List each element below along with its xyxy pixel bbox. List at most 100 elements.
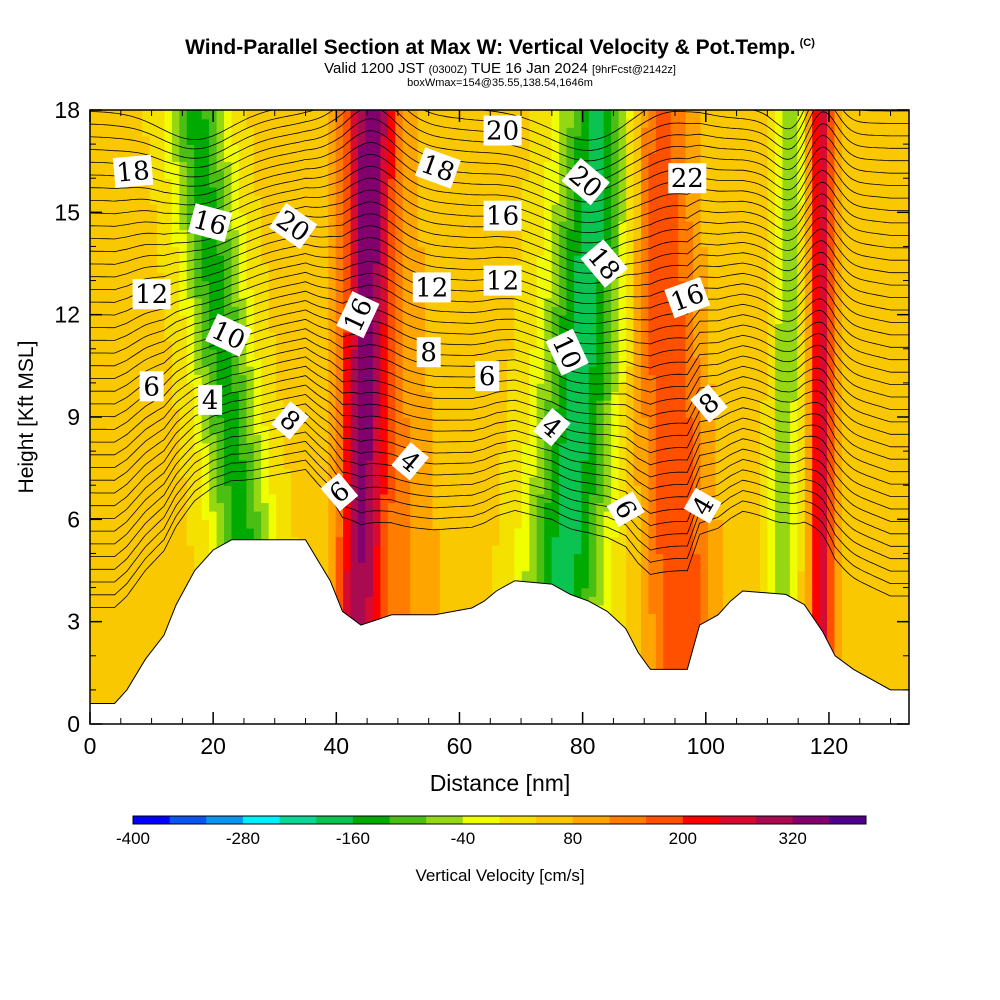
- velocity-cell: [588, 451, 597, 461]
- velocity-cell: [469, 527, 478, 538]
- velocity-cell: [372, 502, 382, 512]
- velocity-cell: [566, 468, 575, 478]
- velocity-cell: [201, 331, 210, 341]
- velocity-cell: [283, 237, 292, 248]
- velocity-cell: [186, 417, 195, 427]
- velocity-cell: [261, 442, 270, 452]
- velocity-cell: [484, 169, 493, 179]
- velocity-cell: [283, 135, 292, 145]
- velocity-cell: [201, 255, 210, 265]
- velocity-cell: [127, 357, 136, 367]
- velocity-cell: [469, 587, 478, 597]
- velocity-cell: [343, 255, 352, 265]
- velocity-cell: [536, 408, 545, 418]
- velocity-cell: [268, 417, 277, 427]
- velocity-cell: [291, 493, 300, 504]
- velocity-cell: [566, 459, 575, 469]
- velocity-cell: [119, 553, 128, 563]
- velocity-cell: [596, 374, 605, 384]
- velocity-cell: [201, 127, 210, 137]
- velocity-cell: [335, 237, 344, 248]
- velocity-cell: [417, 127, 426, 137]
- velocity-cell: [529, 459, 538, 469]
- velocity-cell: [216, 152, 225, 162]
- velocity-cell: [216, 348, 225, 359]
- velocity-cell: [529, 493, 538, 504]
- velocity-cell: [350, 135, 359, 145]
- velocity-cell: [164, 579, 173, 589]
- velocity-cell: [536, 331, 545, 341]
- velocity-cell: [231, 127, 240, 137]
- velocity-cell: [447, 272, 456, 282]
- velocity-cell: [454, 434, 463, 444]
- velocity-cell: [305, 348, 315, 359]
- velocity-cell: [432, 604, 441, 614]
- velocity-cell: [335, 434, 344, 444]
- velocity-cell: [97, 161, 106, 171]
- velocity-cell: [521, 229, 530, 239]
- velocity-cell: [439, 519, 449, 529]
- velocity-cell: [343, 203, 352, 214]
- velocity-cell: [581, 203, 590, 214]
- velocity-cell: [298, 442, 307, 452]
- velocity-cell: [395, 536, 404, 546]
- velocity-cell: [454, 255, 463, 265]
- velocity-cell: [149, 118, 158, 128]
- velocity-cell: [201, 118, 210, 128]
- velocity-cell: [529, 468, 538, 478]
- velocity-cell: [454, 459, 463, 469]
- velocity-cell: [365, 331, 374, 341]
- velocity-cell: [380, 391, 389, 401]
- velocity-cell: [395, 510, 404, 521]
- velocity-cell: [551, 110, 560, 120]
- velocity-cell: [119, 647, 128, 657]
- velocity-cell: [112, 451, 121, 461]
- velocity-cell: [425, 527, 434, 538]
- velocity-cell: [477, 127, 486, 137]
- velocity-cell: [194, 468, 203, 478]
- velocity-cell: [164, 110, 173, 120]
- velocity-cell: [97, 570, 106, 580]
- velocity-cell: [372, 536, 382, 546]
- velocity-cell: [432, 314, 441, 324]
- velocity-cell: [365, 596, 374, 606]
- velocity-cell: [603, 544, 612, 555]
- velocity-cell: [186, 544, 195, 555]
- velocity-cell: [365, 485, 374, 495]
- velocity-cell: [171, 374, 181, 384]
- velocity-cell: [119, 434, 128, 444]
- velocity-cell: [179, 527, 188, 538]
- velocity-cell: [313, 314, 322, 324]
- velocity-cell: [171, 152, 181, 162]
- velocity-cell: [506, 442, 516, 452]
- velocity-cell: [477, 297, 486, 307]
- velocity-cell: [157, 220, 166, 231]
- velocity-cell: [484, 434, 493, 444]
- velocity-cell: [566, 510, 575, 521]
- velocity-cell: [559, 485, 568, 495]
- velocity-cell: [365, 570, 374, 580]
- velocity-cell: [320, 297, 329, 307]
- velocity-cell: [134, 434, 143, 444]
- velocity-cell: [157, 118, 166, 128]
- velocity-cell: [231, 246, 240, 256]
- velocity-cell: [216, 451, 225, 461]
- velocity-cell: [186, 255, 195, 265]
- velocity-cell: [425, 255, 434, 265]
- velocity-cell: [365, 425, 374, 435]
- velocity-cell: [157, 553, 166, 563]
- velocity-cell: [454, 220, 463, 231]
- velocity-cell: [425, 434, 434, 444]
- velocity-cell: [559, 246, 568, 256]
- velocity-cell: [313, 357, 322, 367]
- velocity-cell: [350, 365, 359, 376]
- velocity-cell: [90, 672, 99, 683]
- velocity-cell: [372, 237, 382, 248]
- velocity-cell: [439, 570, 449, 580]
- velocity-cell: [521, 169, 530, 179]
- velocity-cell: [477, 408, 486, 418]
- velocity-cell: [551, 459, 560, 469]
- velocity-cell: [164, 220, 173, 231]
- velocity-cell: [596, 417, 605, 427]
- velocity-cell: [104, 425, 114, 435]
